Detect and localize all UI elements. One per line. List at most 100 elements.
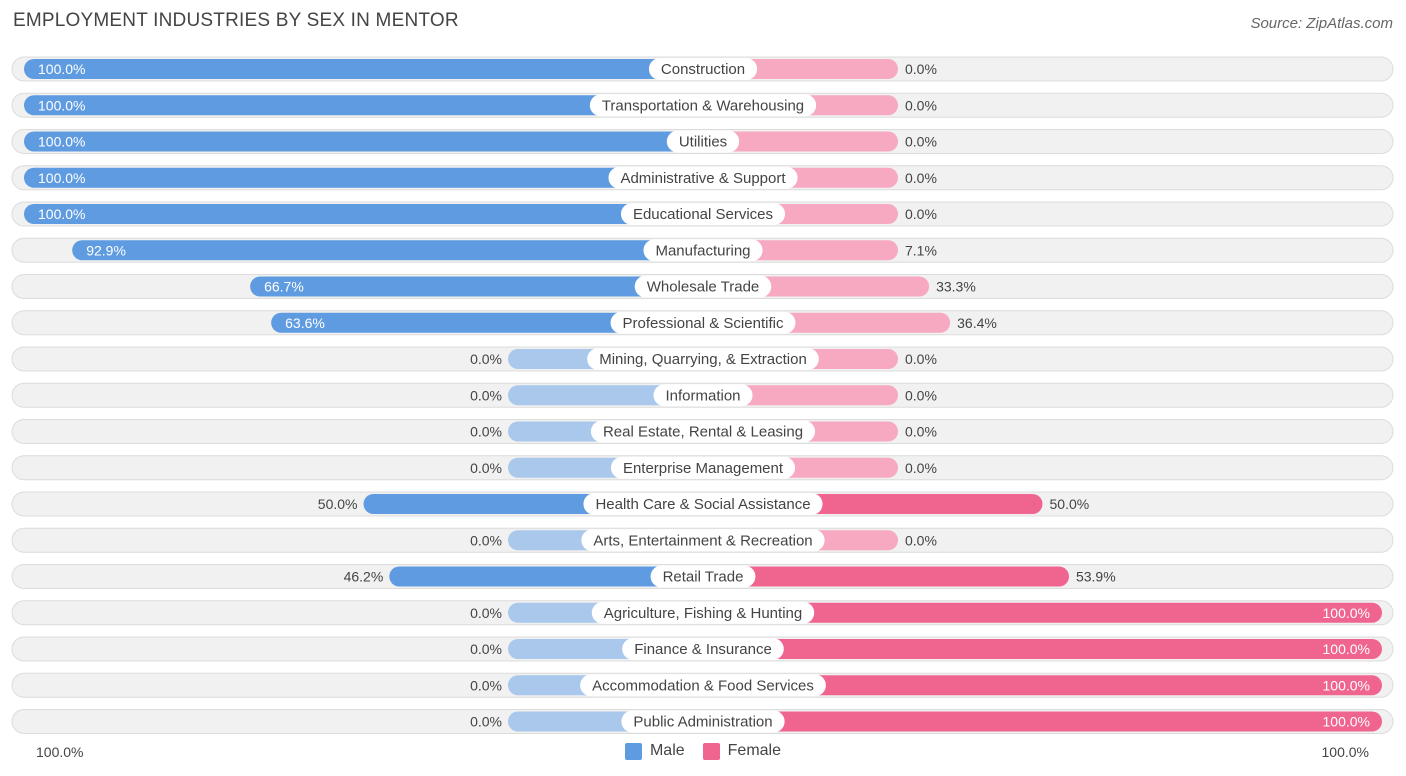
bar-male: [24, 59, 703, 79]
value-label-female: 0.0%: [905, 170, 937, 186]
legend: Male Female: [0, 742, 1406, 760]
bar-female: [703, 711, 1382, 732]
value-label-female: 0.0%: [905, 351, 937, 367]
bar-female: [703, 639, 1382, 659]
category-label: Health Care & Social Assistance: [595, 496, 810, 513]
value-label-female: 0.0%: [905, 134, 937, 150]
value-label-female: 0.0%: [905, 61, 937, 77]
value-label-female: 0.0%: [905, 387, 937, 403]
bar-female: [703, 131, 898, 152]
value-label-male: 66.7%: [264, 279, 304, 295]
category-label: Finance & Insurance: [634, 641, 772, 658]
category-label: Manufacturing: [655, 242, 750, 259]
value-label-female: 7.1%: [905, 242, 937, 258]
bar-female: [703, 602, 1382, 623]
category-pill: [643, 239, 763, 262]
value-label-male: 0.0%: [470, 641, 502, 657]
category-pill: [610, 456, 796, 479]
value-label-female: 0.0%: [905, 532, 937, 548]
value-label-female: 100.0%: [1323, 714, 1370, 730]
category-label: Construction: [661, 61, 745, 78]
value-label-male: 0.0%: [470, 605, 502, 621]
category-pill: [589, 94, 817, 117]
category-label: Professional & Scientific: [623, 315, 784, 332]
bar-chart: Construction 100.0% 0.0% Transportation & W…: [11, 56, 1394, 734]
value-label-female: 0.0%: [905, 97, 937, 113]
category-label: Wholesale Trade: [647, 279, 760, 296]
value-label-female: 0.0%: [905, 424, 937, 440]
bar-male: [508, 385, 703, 406]
category-label: Public Administration: [633, 714, 772, 731]
value-label-male: 0.0%: [470, 424, 502, 440]
value-label-male: 0.0%: [470, 460, 502, 476]
category-pill: [648, 58, 758, 80]
value-label-male: 100.0%: [38, 206, 85, 222]
category-label: Real Estate, Rental & Leasing: [603, 424, 803, 441]
category-pill: [666, 130, 740, 153]
legend-label-male: Male: [649, 742, 685, 759]
value-label-male: 0.0%: [470, 714, 502, 730]
category-pill: [608, 166, 798, 189]
bar-male: [24, 95, 703, 116]
category-label: Educational Services: [633, 206, 773, 223]
category-pill: [634, 275, 772, 298]
category-pill: [622, 638, 784, 660]
bar-male: [389, 566, 703, 587]
value-label-male: 0.0%: [470, 387, 502, 403]
chart-title: EMPLOYMENT INDUSTRIES BY SEX IN MENTOR: [13, 10, 459, 31]
category-pill: [610, 311, 796, 334]
legend-item-male[interactable]: Male: [624, 742, 685, 760]
bar-male: [24, 167, 703, 188]
category-label: Mining, Quarrying, & Extraction: [599, 351, 807, 368]
value-label-female: 50.0%: [1050, 496, 1090, 512]
category-label: Information: [665, 387, 740, 404]
bar-male: [72, 240, 704, 261]
value-label-male: 100.0%: [38, 97, 85, 113]
axis-left-label: 100.0%: [36, 744, 84, 760]
value-label-female: 100.0%: [1323, 605, 1370, 621]
legend-item-female[interactable]: Female: [702, 742, 782, 760]
category-label: Utilities: [679, 134, 727, 151]
value-label-male: 100.0%: [38, 170, 85, 186]
source-credit: Source: ZipAtlas.com: [1250, 15, 1393, 32]
value-label-male: 92.9%: [86, 242, 126, 258]
legend-label-female: Female: [727, 742, 782, 759]
category-label: Accommodation & Food Services: [592, 677, 814, 694]
value-label-female: 0.0%: [905, 206, 937, 222]
value-label-female: 100.0%: [1323, 677, 1370, 693]
legend-swatch-male: [624, 742, 642, 760]
legend-swatch-female: [702, 742, 720, 760]
category-label: Arts, Entertainment & Recreation: [593, 532, 812, 549]
bar-male: [271, 312, 703, 333]
value-label-male: 46.2%: [344, 569, 384, 585]
bar-male: [250, 276, 703, 297]
category-label: Administrative & Support: [620, 170, 786, 187]
category-pill: [590, 420, 816, 443]
category-pill: [591, 601, 815, 624]
value-label-male: 100.0%: [38, 134, 85, 150]
category-pill: [653, 384, 753, 407]
bar-male: [24, 204, 703, 224]
axis-right-label: 100.0%: [1321, 744, 1369, 760]
value-label-female: 100.0%: [1323, 641, 1370, 657]
category-label: Transportation & Warehousing: [602, 97, 804, 114]
category-pill: [583, 493, 823, 515]
category-label: Agriculture, Fishing & Hunting: [604, 605, 802, 622]
value-label-female: 36.4%: [957, 315, 997, 331]
value-label-male: 63.6%: [285, 315, 325, 331]
value-label-male: 50.0%: [318, 496, 358, 512]
category-pill: [621, 710, 785, 733]
bar-female: [703, 566, 1069, 587]
value-label-female: 53.9%: [1076, 569, 1116, 585]
category-label: Retail Trade: [663, 569, 744, 586]
value-label-male: 0.0%: [470, 532, 502, 548]
bar-male: [24, 131, 703, 152]
category-pill: [587, 348, 819, 370]
value-label-female: 0.0%: [905, 460, 937, 476]
category-pill: [650, 565, 756, 588]
bar-female: [703, 675, 1382, 696]
value-label-male: 100.0%: [38, 61, 85, 77]
value-label-female: 33.3%: [936, 279, 976, 295]
category-pill: [620, 203, 786, 225]
bar-female: [703, 385, 898, 406]
